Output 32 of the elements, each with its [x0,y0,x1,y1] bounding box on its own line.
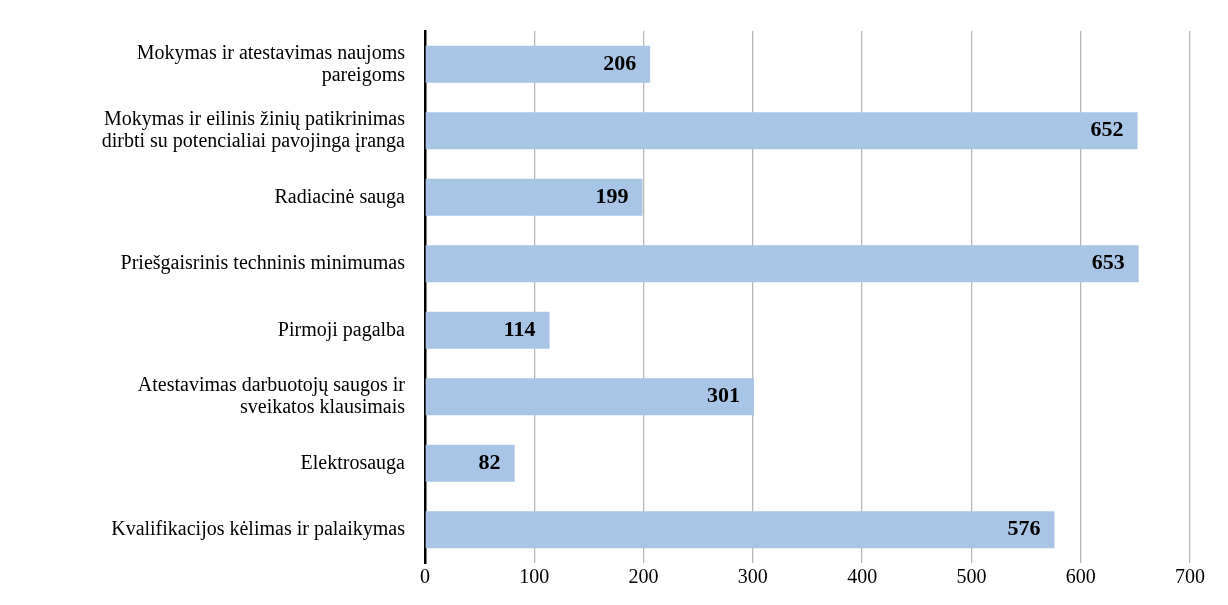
bar [425,245,1139,283]
x-tick-label: 300 [737,565,768,588]
data-label: 576 [1007,515,1041,541]
x-tick-label: 400 [847,565,878,588]
data-label: 653 [1091,249,1125,275]
y-tick-label: Elektrosauga [300,450,406,474]
y-tick-label: Priešgaisrinis techninis minimumas [120,251,406,274]
data-label: 301 [706,382,740,408]
data-label: 652 [1090,116,1124,142]
x-tick-label: 100 [519,565,550,588]
bar [425,511,1055,549]
x-tick-label: 600 [1065,565,1096,588]
data-label: 206 [603,49,637,75]
x-tick-label: 200 [628,565,659,588]
y-tick-label: Kvalifikacijos kėlimas ir palaikymas [111,517,406,540]
bar [425,112,1138,150]
y-tick-label: Pirmoji pagalba [277,317,406,341]
bar [425,45,651,83]
bar [425,444,515,482]
bar [425,378,754,416]
y-tick-label: Mokymas ir atestavimas naujoms pareigoms [136,40,406,86]
x-tick-label: 500 [956,565,987,588]
y-tick-label: Radiacinė sauga [274,184,406,208]
x-tick-label: 0 [420,565,430,588]
y-tick-label: Mokymas ir eilinis žinių patikrinimas dirbti su potencialiai pavojinga įranga [101,107,406,152]
bar [425,178,643,216]
bar [425,311,550,349]
y-tick-label: Atestavimas darbuotojų saugos ir sveikatos klausimais [137,373,406,417]
x-tick-label: 700 [1175,565,1205,588]
data-label: 114 [503,315,536,341]
data-label: 82 [478,448,501,474]
data-label: 199 [595,182,629,208]
